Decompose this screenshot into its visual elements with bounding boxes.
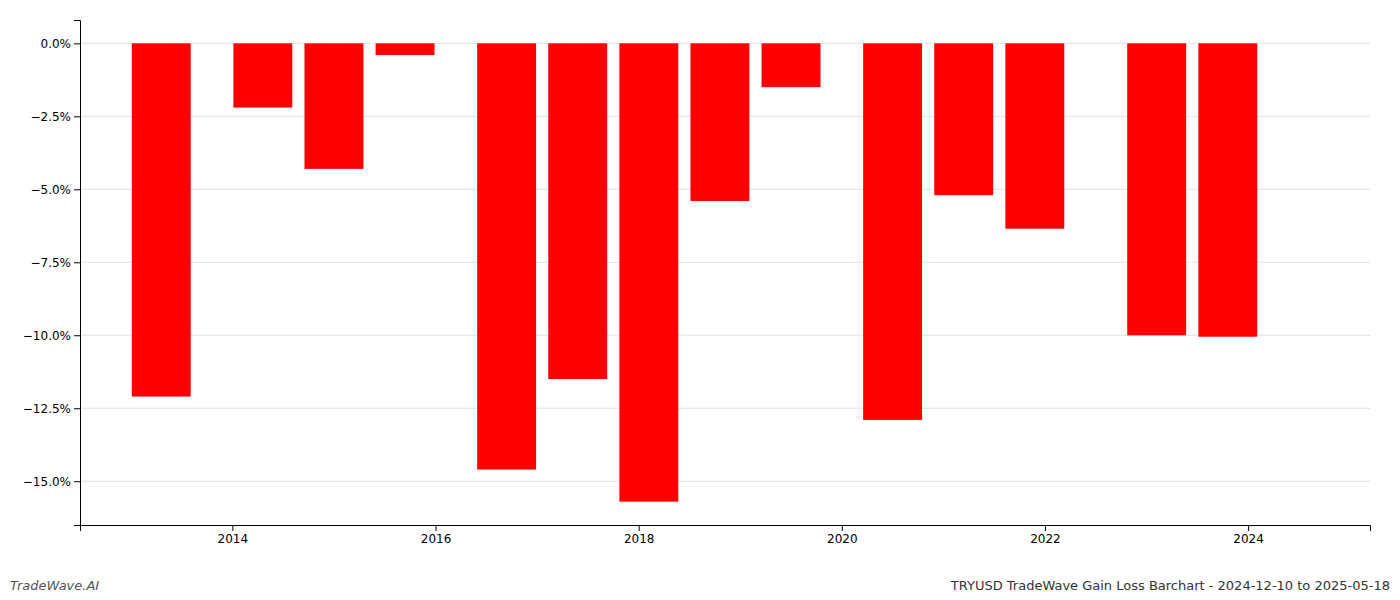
x-tick: 2014: [218, 525, 249, 546]
grid-line: [80, 481, 1370, 482]
bar: [690, 43, 749, 201]
y-tick-label: −15.0%: [23, 475, 71, 489]
bar: [863, 43, 922, 420]
bar: [233, 43, 292, 107]
y-tick-label: −2.5%: [30, 110, 71, 124]
x-axis-line: [81, 526, 1371, 532]
y-tick-mark: [74, 262, 80, 263]
y-tick-label: −7.5%: [30, 256, 71, 270]
x-tick: 2024: [1233, 525, 1264, 546]
y-tick-mark: [74, 481, 80, 482]
bar: [1127, 43, 1186, 335]
x-tick-label: 2022: [1030, 532, 1061, 546]
x-tick: 2022: [1030, 525, 1061, 546]
bars: [132, 43, 1257, 501]
x-tick-label: 2020: [827, 532, 858, 546]
x-tick-mark: [232, 525, 233, 531]
bar: [762, 43, 821, 87]
x-tick-mark: [1045, 525, 1046, 531]
y-tick: −12.5%: [23, 402, 80, 416]
y-axis-line: [74, 21, 81, 526]
bar: [376, 43, 435, 55]
x-tick: 2018: [624, 525, 655, 546]
y-tick-mark: [74, 116, 80, 117]
bar: [304, 43, 363, 169]
y-tick-mark: [74, 43, 80, 44]
y-tick-label: 0.0%: [41, 37, 72, 51]
grid: [80, 43, 1370, 481]
x-tick-label: 2014: [218, 532, 249, 546]
y-tick-mark: [74, 189, 80, 190]
title: TRYUSD TradeWave Gain Loss Barchart - 20…: [950, 578, 1390, 593]
watermark: TradeWave.AI: [10, 578, 99, 593]
x-tick: 2016: [421, 525, 452, 546]
y-axis: 0.0% −2.5% −5.0% −7.5% −10.0% −12.5% −15.0%: [23, 21, 81, 526]
x-tick-label: 2024: [1233, 532, 1264, 546]
plot: 0.0% −2.5% −5.0% −7.5% −10.0% −12.5% −15.0% 201…: [23, 21, 1371, 546]
bar: [477, 43, 536, 469]
x-tick-label: 2018: [624, 532, 655, 546]
y-tick: −10.0%: [23, 329, 80, 343]
x-axis: 2014 2016 2018 2020 2022 2024: [81, 525, 1371, 546]
bar: [1005, 43, 1064, 228]
x-tick-mark: [639, 525, 640, 531]
bar: [619, 43, 678, 501]
y-tick: −7.5%: [30, 256, 80, 270]
y-tick-mark: [74, 408, 80, 409]
y-tick: −5.0%: [30, 183, 80, 197]
y-tick-mark: [74, 335, 80, 336]
y-tick: −2.5%: [30, 110, 80, 124]
grid-line: [80, 408, 1370, 409]
chart: 0.0% −2.5% −5.0% −7.5% −10.0% −12.5% −15.0% 201…: [0, 0, 1400, 600]
y-tick: −15.0%: [23, 475, 80, 489]
x-tick-mark: [842, 525, 843, 531]
x-tick-mark: [436, 525, 437, 531]
bar: [132, 43, 191, 396]
bar: [934, 43, 993, 195]
y-tick-label: −10.0%: [23, 329, 71, 343]
y-tick: 0.0%: [41, 37, 81, 51]
bar: [1198, 43, 1257, 336]
x-tick-label: 2016: [421, 532, 452, 546]
y-tick-label: −5.0%: [30, 183, 71, 197]
bar: [548, 43, 607, 379]
x-tick-mark: [1248, 525, 1249, 531]
x-tick: 2020: [827, 525, 858, 546]
y-tick-label: −12.5%: [23, 402, 71, 416]
